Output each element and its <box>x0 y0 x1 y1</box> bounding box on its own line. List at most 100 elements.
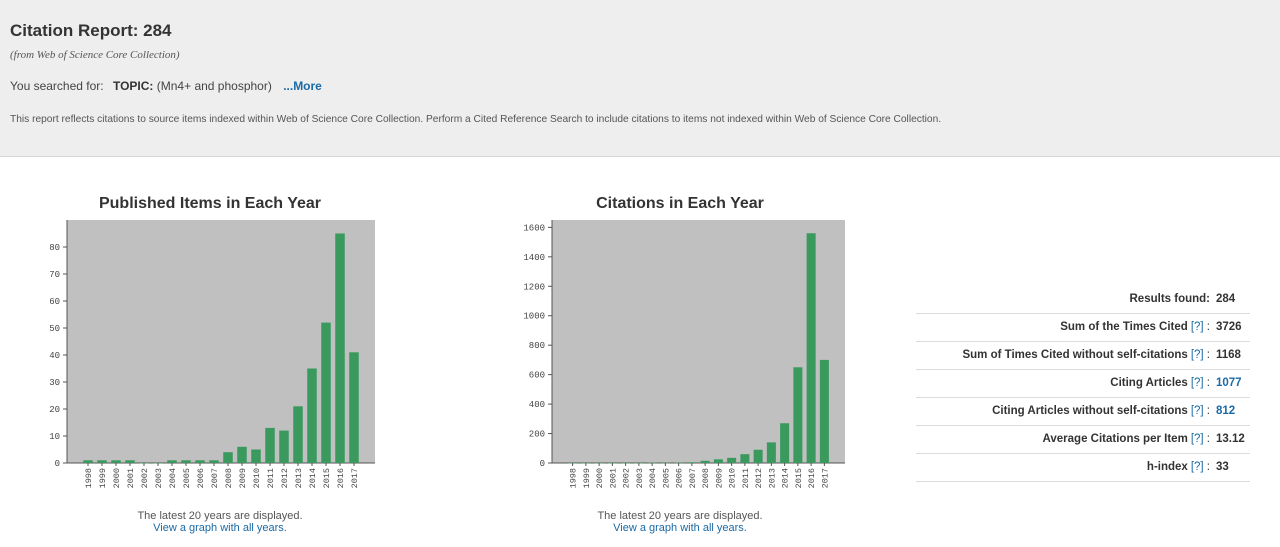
citations-x-tick-label: 2003 <box>635 468 645 488</box>
citations-bar <box>793 367 803 463</box>
citations-x-tick-label: 2008 <box>701 468 711 488</box>
citations-all-years-link[interactable]: View a graph with all years. <box>613 522 747 534</box>
help-link[interactable]: [?] <box>1190 321 1204 333</box>
published-y-tick-label: 30 <box>49 378 60 388</box>
citations-bar <box>727 457 737 463</box>
citations-x-tick-label: 2014 <box>781 468 791 488</box>
published-bar <box>321 322 331 463</box>
stat-value: 284 <box>1216 293 1236 305</box>
help-link[interactable]: [?] <box>1190 377 1204 389</box>
citations-bar <box>687 462 697 463</box>
published-bar <box>223 452 233 463</box>
published-x-tick-label: 2001 <box>126 468 136 488</box>
search-summary: You searched for: TOPIC: (Mn4+ and phosp… <box>10 79 322 93</box>
citations-x-tick-label: 2007 <box>688 468 698 488</box>
topic-value: (Mn4+ and phosphor) <box>156 79 272 93</box>
published-x-tick-label: 2008 <box>224 468 234 488</box>
published-bar <box>293 406 303 463</box>
citations-bar <box>647 462 657 464</box>
citation-stats-panel: Results found: 284 Sum of the Times Cited[… <box>916 286 1250 482</box>
searched-prefix: You searched for: <box>10 79 104 93</box>
stat-value[interactable]: 812 <box>1216 405 1236 417</box>
citations-y-tick-label: 400 <box>529 400 545 410</box>
stat-label: Sum of Times Cited without self-citation… <box>962 349 1188 361</box>
report-note: This report reflects citations to source… <box>10 114 942 125</box>
published-y-tick-label: 10 <box>49 432 60 442</box>
citations-bar <box>780 423 790 463</box>
stat-value: 13.12 <box>1216 433 1245 445</box>
citations-x-tick-label: 2000 <box>595 468 605 488</box>
published-x-tick-label: 2004 <box>168 468 178 488</box>
citations-bar <box>819 359 829 463</box>
published-x-tick-label: 2015 <box>322 468 332 488</box>
published-bar <box>237 446 247 463</box>
stat-row: Citing Articles [?] :1077 <box>916 370 1250 398</box>
stat-label: Citing Articles <box>1110 377 1188 389</box>
stat-value: 33 <box>1216 461 1229 473</box>
published-bar <box>349 352 359 463</box>
stat-row: h-index [?] :33 <box>916 454 1250 482</box>
published-x-tick-label: 2000 <box>112 468 122 488</box>
citations-x-tick-label: 2013 <box>767 468 777 488</box>
help-link[interactable]: [?] <box>1190 461 1204 473</box>
citations-x-tick-label: 2010 <box>728 468 738 488</box>
citations-caption: The latest 20 years are displayed. View … <box>540 510 820 534</box>
published-all-years-link[interactable]: View a graph with all years. <box>153 522 287 534</box>
source-subtitle: (from Web of Science Core Collection) <box>10 49 180 61</box>
published-x-tick-label: 2011 <box>266 468 276 488</box>
citations-x-tick-label: 1999 <box>582 468 592 488</box>
citations-x-tick-label: 2016 <box>807 468 817 488</box>
stat-label: Average Citations per Item <box>1042 433 1188 445</box>
citations-x-tick-label: 2001 <box>608 468 618 488</box>
citations-y-tick-label: 800 <box>529 341 545 351</box>
published-bar <box>111 460 121 463</box>
published-bar <box>195 460 205 463</box>
citations-y-tick-label: 1600 <box>523 223 545 233</box>
citations-x-tick-label: 2012 <box>754 468 764 488</box>
published-bar <box>181 460 191 463</box>
published-bar <box>209 460 219 463</box>
citations-bar <box>700 460 710 463</box>
published-items-chart-title: Published Items in Each Year <box>98 195 321 212</box>
published-x-tick-label: 2010 <box>252 468 262 488</box>
citations-x-tick-label: 2005 <box>661 468 671 488</box>
citations-x-tick-label: 2002 <box>622 468 632 488</box>
published-y-tick-label: 20 <box>49 405 60 415</box>
citations-x-tick-label: 2015 <box>794 468 804 488</box>
published-x-tick-label: 1999 <box>98 468 108 488</box>
stat-row: Sum of the Times Cited [?] :3726 <box>916 314 1250 342</box>
help-link[interactable]: [?] <box>1190 349 1204 361</box>
published-bar <box>167 460 177 463</box>
help-link[interactable]: [?] <box>1190 433 1204 445</box>
published-x-tick-label: 1998 <box>84 468 94 488</box>
published-x-tick-label: 2006 <box>196 468 206 488</box>
published-x-tick-label: 2007 <box>210 468 220 488</box>
published-y-tick-label: 40 <box>49 351 60 361</box>
more-link[interactable]: ...More <box>283 79 322 93</box>
stat-row: Citing Articles without self-citations [?… <box>916 398 1250 426</box>
published-bar <box>307 368 317 463</box>
stat-row: Average Citations per Item [?] :13.12 <box>916 426 1250 454</box>
stat-label: h-index <box>1146 461 1188 473</box>
published-x-tick-label: 2012 <box>280 468 290 488</box>
help-link[interactable]: [?] <box>1190 405 1204 417</box>
published-bar <box>251 449 261 463</box>
citations-bar <box>713 459 723 463</box>
published-caption-text: The latest 20 years are displayed. <box>137 510 303 522</box>
citations-x-tick-label: 2009 <box>714 468 724 488</box>
citations-chart-title: Citations in Each Year <box>596 195 764 212</box>
published-x-tick-label: 2005 <box>182 468 192 488</box>
citations-y-tick-label: 1400 <box>523 253 545 263</box>
stat-value[interactable]: 1077 <box>1216 377 1242 389</box>
published-items-caption: The latest 20 years are displayed. View … <box>80 510 360 534</box>
published-x-tick-label: 2002 <box>140 468 150 488</box>
stat-row: Sum of Times Cited without self-citation… <box>916 342 1250 370</box>
stat-row: Results found: 284 <box>916 286 1250 314</box>
citations-x-tick-label: 2004 <box>648 468 658 488</box>
topic-label: TOPIC: <box>112 79 154 93</box>
published-bar <box>83 460 93 463</box>
page-title: Citation Report: 284 <box>10 21 172 40</box>
published-x-tick-label: 2016 <box>336 468 346 488</box>
published-y-tick-label: 80 <box>49 243 60 253</box>
